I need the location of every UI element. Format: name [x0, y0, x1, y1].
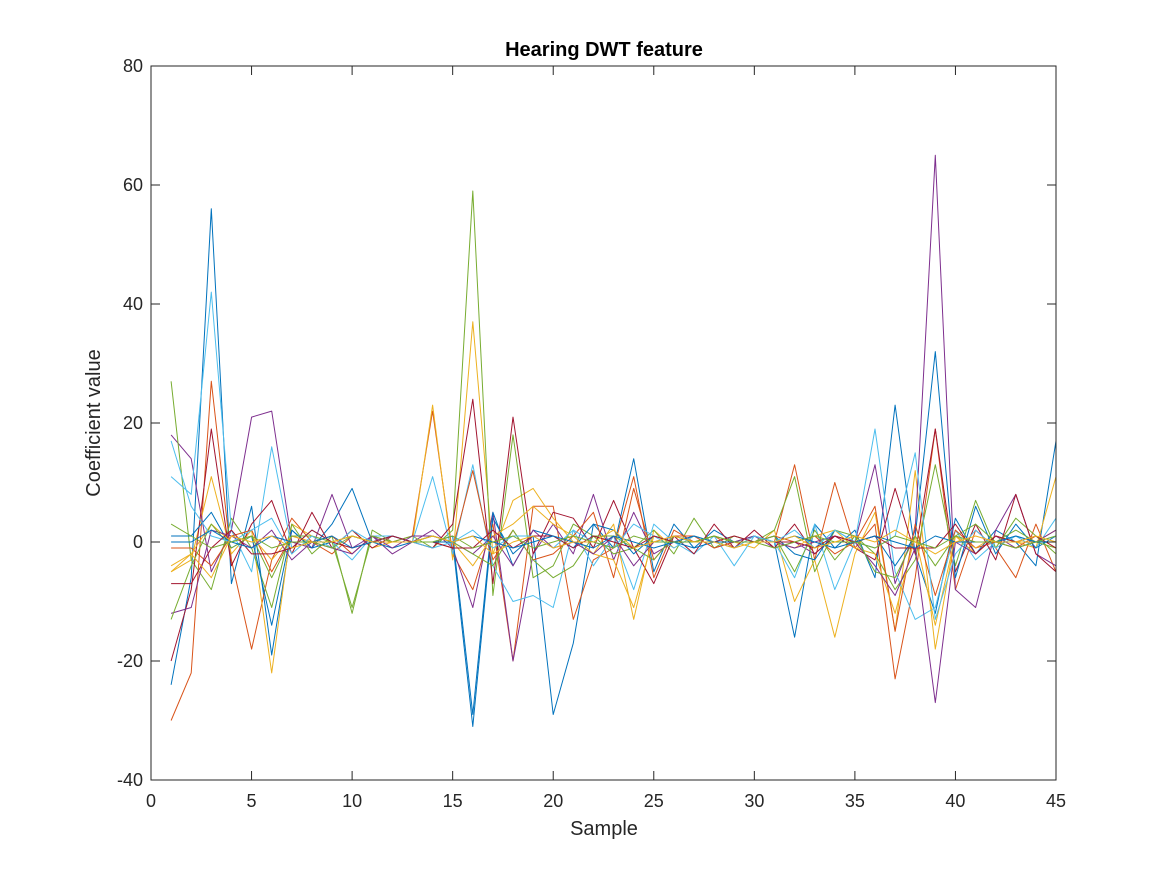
series-line-15: [171, 529, 1056, 549]
x-tick-label: 30: [744, 791, 764, 811]
plot-area-frame: [150, 65, 1057, 781]
series-line-5: [170, 190, 1057, 614]
y-tick-label: 0: [133, 532, 143, 552]
plot-area-background: [151, 66, 1056, 780]
y-tick-label: 80: [123, 56, 143, 76]
x-tick-label: 20: [543, 791, 563, 811]
x-tick-label: 40: [945, 791, 965, 811]
chart-title: Hearing DWT feature: [505, 39, 703, 61]
series-layer: [170, 154, 1057, 727]
x-tick-label: 15: [443, 791, 463, 811]
y-tick-label: 60: [123, 175, 143, 195]
series-line-7: [170, 398, 1057, 662]
x-axis-label: Sample: [570, 818, 638, 840]
y-tick-label: -20: [117, 651, 143, 671]
x-tick-label: 25: [644, 791, 664, 811]
x-tick-label: 10: [342, 791, 362, 811]
y-tick-label: -40: [117, 770, 143, 790]
y-tick-label: 40: [123, 294, 143, 314]
x-tick-label: 0: [146, 791, 156, 811]
x-tick-label: 5: [247, 791, 257, 811]
series-line-16: [170, 523, 1057, 549]
y-axis-label: Coefficient value: [83, 349, 105, 497]
y-tick-label: 20: [123, 413, 143, 433]
series-line-17: [170, 529, 1057, 579]
x-tick-label: 45: [1046, 791, 1066, 811]
series-line-14: [171, 523, 1057, 585]
x-tick-label: 35: [845, 791, 865, 811]
tick-layer: 0 5 10 15 20 25 30 35 40 45 -40 -20 0 20 40 60 80: [117, 56, 1066, 811]
